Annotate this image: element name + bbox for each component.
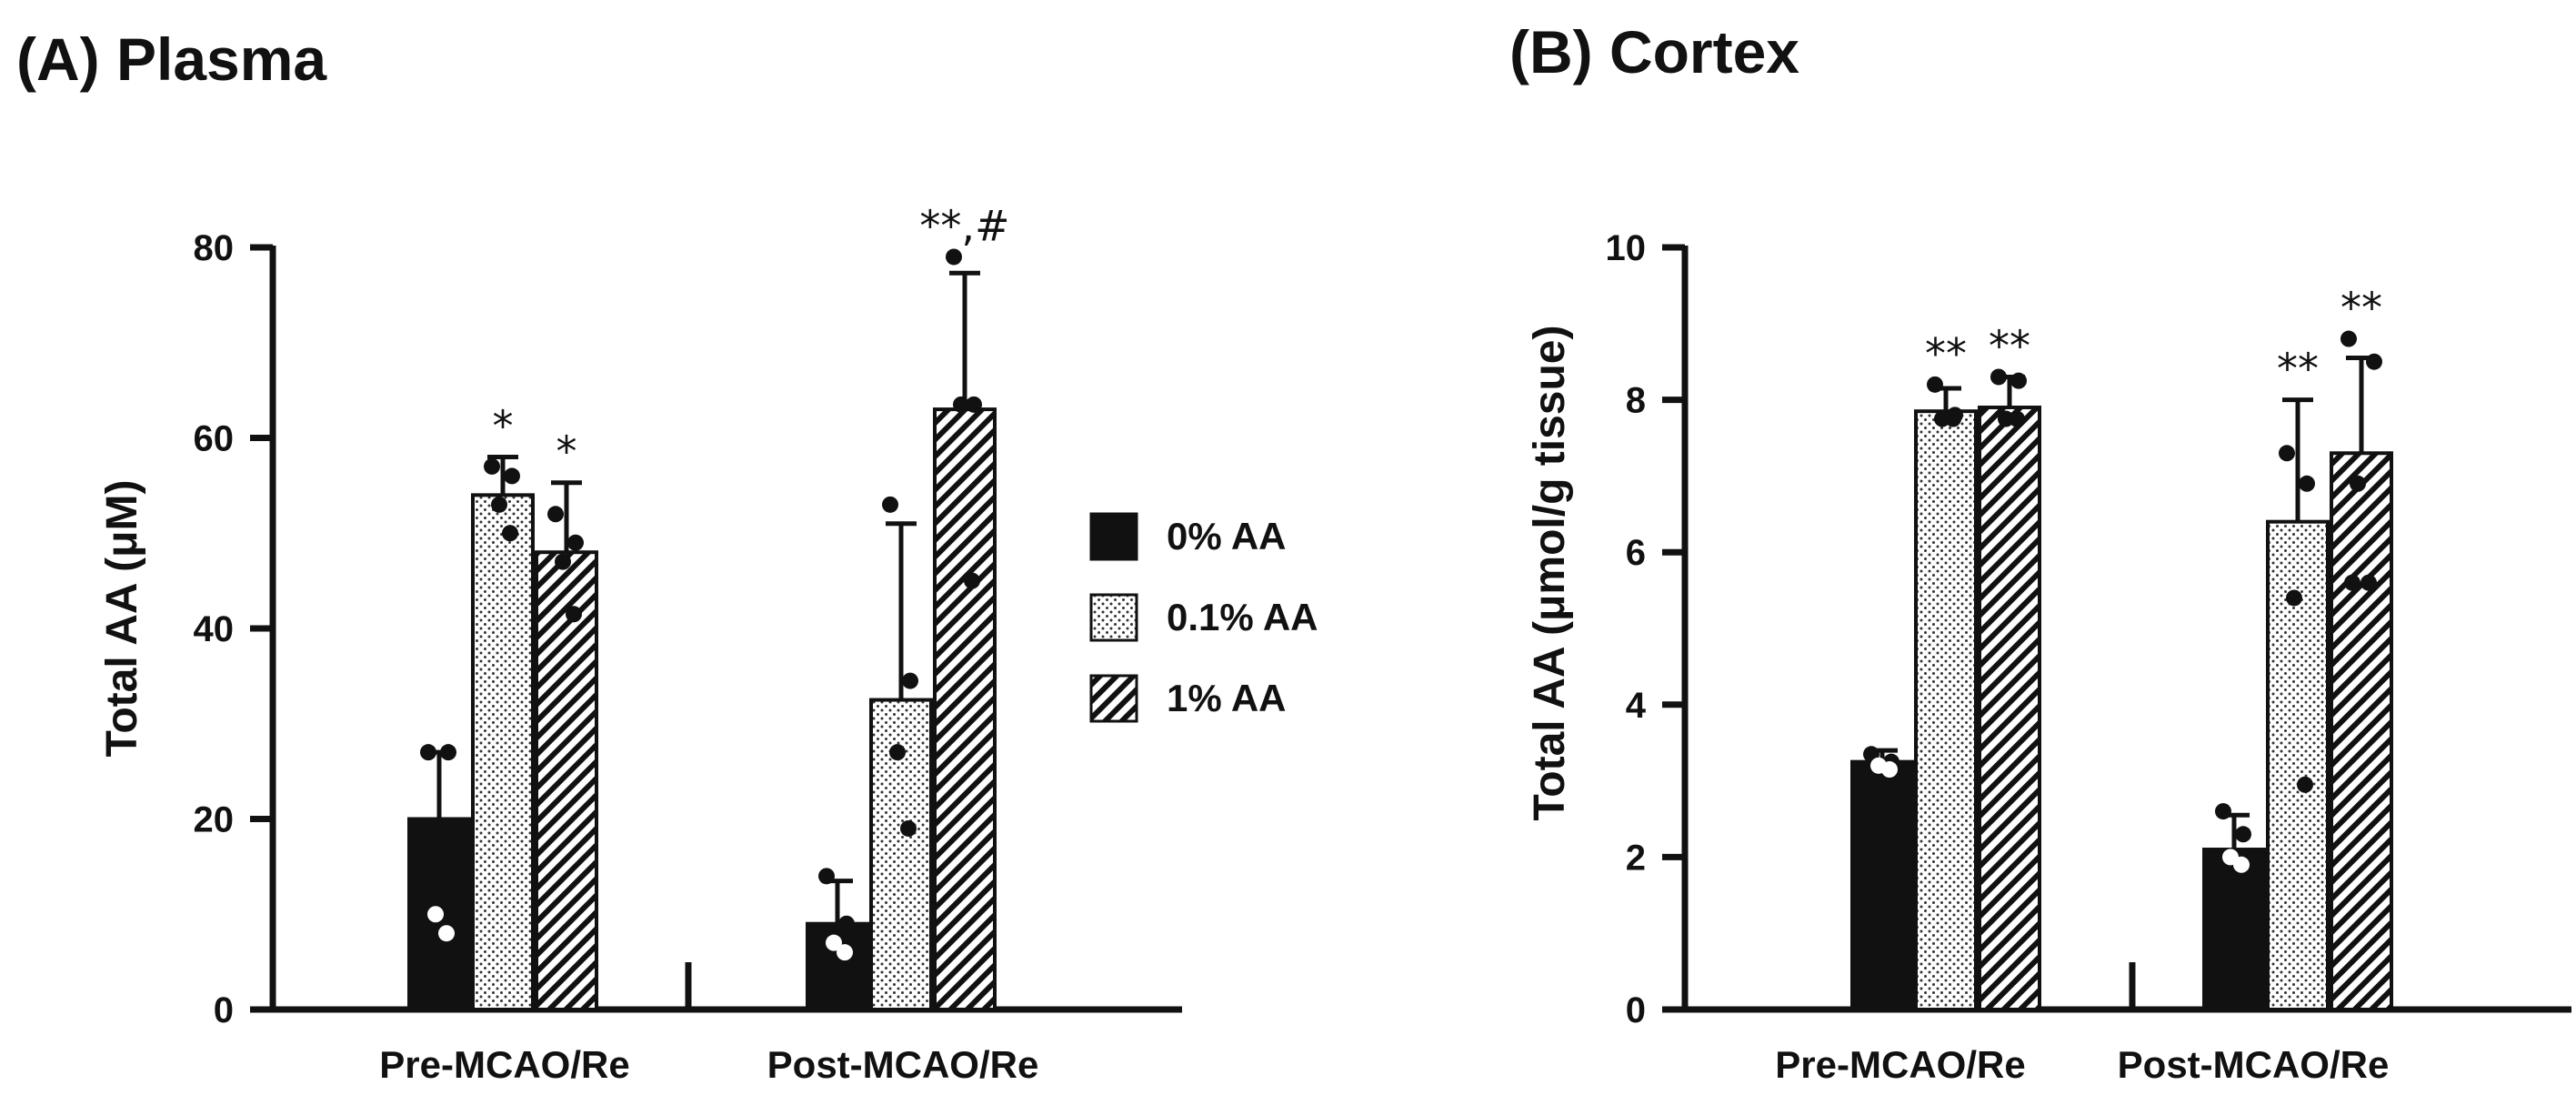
panel-a-0pct-pre-data-point bbox=[438, 925, 455, 942]
panel-b-0pct-pre-bar bbox=[1850, 759, 1914, 1012]
panel-a-1pct-pre-significance-mark: * bbox=[556, 427, 577, 477]
panel-b-1pct-post-data-point bbox=[2366, 353, 2382, 370]
panel-b-1pct-post-data-point bbox=[2344, 574, 2360, 591]
panel-b-0pct-post-data-point bbox=[2215, 803, 2231, 820]
panel-a-1pct-post-data-point bbox=[964, 572, 980, 589]
panel-a-y-tick-label: 20 bbox=[194, 800, 235, 840]
panel-a-0-1pct-post-data-point bbox=[889, 744, 906, 761]
panel-b-0-1pct-pre-data-point bbox=[1927, 376, 1943, 393]
panel-a-1pct-post-significance-mark: **,# bbox=[919, 201, 1009, 250]
panel-a-0pct-pre-data-point bbox=[440, 744, 456, 761]
panel-b-0-1pct-post-data-point bbox=[2279, 445, 2295, 462]
panel-b-y-tick-label: 4 bbox=[1626, 686, 1647, 726]
panel-a-0-1pct-post-data-point bbox=[902, 672, 918, 689]
panel-b-1pct-post-significance-mark: ** bbox=[2340, 284, 2382, 333]
panel-b-1pct-pre-data-point bbox=[2010, 372, 2027, 389]
panel-b-0-1pct-post-significance-mark: ** bbox=[2277, 345, 2319, 394]
panel-a-1pct-post-data-point bbox=[946, 248, 962, 266]
panel-b-plot: 0 2 4 6 8 10 Pre-MCAO/Re Post-MCAO/Re ** ** ** ** bbox=[1606, 228, 2571, 1086]
panel-a-1pct-pre-data-point bbox=[547, 506, 564, 523]
panel-a-y-tick-label: 80 bbox=[194, 228, 235, 268]
panel-a-0-1pct-pre-data-point bbox=[502, 525, 518, 542]
legend-label-0pct: 0% AA bbox=[1167, 515, 1286, 558]
legend-label-0-1pct: 0.1% AA bbox=[1167, 596, 1318, 638]
panel-b-0pct-post-data-point bbox=[2235, 826, 2251, 843]
panel-b-1pct-post-data-point bbox=[2350, 475, 2366, 492]
panel-a-1pct-pre-data-point bbox=[555, 553, 571, 570]
panel-b-1pct-pre-significance-mark: ** bbox=[1989, 321, 2030, 370]
panel-a-0-1pct-post-data-point bbox=[882, 496, 898, 513]
panel-b-y-tick-label: 6 bbox=[1626, 533, 1646, 573]
panel-a-0pct-pre-data-point bbox=[427, 906, 444, 923]
panel-b-0-1pct-pre-significance-mark: ** bbox=[1925, 329, 1967, 378]
panel-b-0pct-post-data-point bbox=[2233, 856, 2250, 873]
panel-b-1pct-pre-bar bbox=[1978, 405, 2041, 1012]
panel-a-y-tick-label: 0 bbox=[214, 990, 234, 1030]
legend-swatch-0pct bbox=[1089, 512, 1138, 561]
panel-b-1pct-post-bar bbox=[2330, 451, 2393, 1011]
panel-a-x-category-label-post: Post-MCAO/Re bbox=[767, 1043, 1039, 1086]
panel-a-0pct-post-data-point bbox=[826, 934, 842, 951]
panel-a-1pct-pre-data-point bbox=[566, 606, 582, 623]
panel-b-0-1pct-post-data-point bbox=[2286, 589, 2302, 607]
legend-swatch-1pct bbox=[1089, 674, 1138, 723]
panel-b-x-category-label-post: Post-MCAO/Re bbox=[2118, 1043, 2390, 1086]
panel-a-x-category-label-pre: Pre-MCAO/Re bbox=[379, 1043, 629, 1086]
panel-b-0-1pct-pre-bar bbox=[1914, 409, 1978, 1012]
legend-swatch-0-1pct bbox=[1089, 593, 1138, 642]
panel-a-title: (A) Plasma bbox=[16, 25, 327, 93]
panel-b-0pct-pre-data-point bbox=[1881, 761, 1898, 779]
panel-a-0-1pct-pre-data-point bbox=[504, 467, 520, 485]
panel-a-1pct-post-data-point bbox=[966, 396, 982, 413]
panel-b-1pct-pre-data-point bbox=[1990, 368, 2007, 386]
panel-b-0pct-post-bar bbox=[2202, 848, 2266, 1012]
panel-a-0-1pct-pre-data-point bbox=[484, 457, 500, 475]
panel-b-y-axis-label: Total AA (μmol/g tissue) bbox=[1526, 326, 1574, 821]
panel-a-0pct-post-data-point bbox=[838, 915, 855, 932]
legend-label-1pct: 1% AA bbox=[1167, 677, 1286, 719]
panel-b-1pct-post-data-point bbox=[2340, 330, 2357, 347]
panel-b-0-1pct-post-data-point bbox=[2297, 776, 2313, 793]
panel-plasma: (A) Plasma Total AA (μM) 0 20 40 60 80 Pre-MC… bbox=[16, 25, 1318, 1086]
panel-a-1pct-post-data-point bbox=[953, 396, 969, 413]
panel-a-0-1pct-pre-significance-mark: * bbox=[493, 401, 514, 450]
panel-a-0pct-post-data-point bbox=[818, 868, 835, 885]
panel-a-1pct-pre-bar bbox=[535, 550, 598, 1011]
panel-b-y-tick-label: 10 bbox=[1606, 228, 1647, 268]
panel-a-0-1pct-pre-bar bbox=[471, 493, 535, 1011]
panel-cortex: (B) Cortex Total AA (μmol/g tissue) 0 2 4 6… bbox=[1509, 18, 2571, 1086]
panel-b-1pct-post-data-point bbox=[2360, 574, 2377, 591]
panel-a-1pct-pre-data-point bbox=[567, 534, 584, 551]
panel-a-y-axis-label: Total AA (μM) bbox=[98, 480, 146, 758]
panel-a-0-1pct-pre-data-point bbox=[491, 496, 507, 513]
legend: 0% AA 0.1% AA 1% AA bbox=[1089, 512, 1318, 723]
panel-b-y-tick-label: 0 bbox=[1626, 990, 1646, 1030]
panel-a-0pct-post-data-point bbox=[837, 944, 853, 961]
panel-a-1pct-post-bar bbox=[933, 407, 997, 1011]
panel-b-y-tick-label: 8 bbox=[1626, 381, 1646, 421]
panel-b-y-tick-label: 2 bbox=[1626, 838, 1646, 878]
panel-b-0-1pct-post-data-point bbox=[2299, 475, 2315, 492]
panel-a-0pct-pre-data-point bbox=[420, 744, 436, 761]
panel-a-y-tick-label: 40 bbox=[194, 609, 235, 649]
panel-b-0-1pct-pre-data-point bbox=[1945, 410, 1961, 427]
panel-b-x-category-label-pre: Pre-MCAO/Re bbox=[1775, 1043, 2025, 1086]
panel-a-plot: 0 20 40 60 80 Pre-MCAO/Re Post-MCAO/Re * * **,# bbox=[194, 201, 1182, 1086]
panel-b-1pct-pre-data-point bbox=[2009, 410, 2025, 427]
panel-b-title: (B) Cortex bbox=[1509, 18, 1799, 85]
panel-a-0-1pct-post-data-point bbox=[900, 819, 917, 837]
panel-a-y-tick-label: 60 bbox=[194, 419, 235, 459]
